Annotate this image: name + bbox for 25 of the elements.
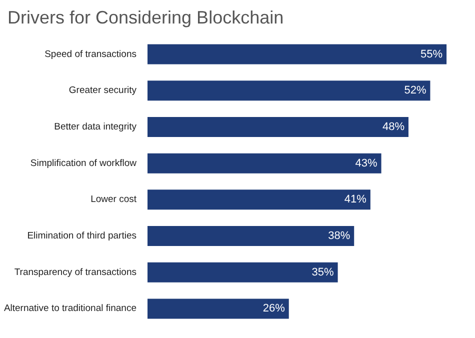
bar <box>148 298 289 319</box>
bar <box>148 116 408 137</box>
bar <box>148 44 447 64</box>
data-label: 35% <box>312 266 334 278</box>
chart-title: Drivers for Considering Blockchain <box>8 8 284 28</box>
y-tick-label: Elimination of third parties <box>27 230 137 242</box>
y-tick-label: Speed of transactions <box>44 48 137 60</box>
bar <box>148 190 370 210</box>
y-tick-label: Better data integrity <box>54 121 137 132</box>
y-tick-label: Alternative to traditional finance <box>4 303 137 314</box>
data-label: 26% <box>262 302 286 315</box>
y-tick-label: Lower cost <box>90 194 137 206</box>
data-label: 55% <box>420 48 443 60</box>
bar <box>148 262 338 282</box>
data-label: 38% <box>328 230 350 242</box>
bar <box>148 226 354 246</box>
data-label: 52% <box>404 84 426 97</box>
data-label: 48% <box>382 120 405 133</box>
y-tick-label: Simplification of workflow <box>30 158 137 169</box>
data-label: 43% <box>355 157 378 170</box>
bar <box>148 80 430 101</box>
bar <box>148 153 382 174</box>
y-tick-label: Transparency of transactions <box>14 266 137 278</box>
y-tick-label: Greater security <box>68 85 137 96</box>
data-label: 41% <box>344 194 367 206</box>
